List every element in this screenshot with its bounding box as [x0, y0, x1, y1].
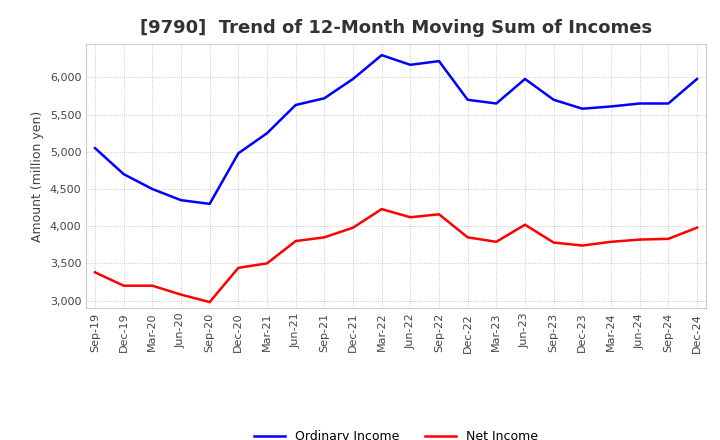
Net Income [406, 215, 415, 220]
Net Income [176, 292, 185, 297]
Net Income [205, 299, 214, 304]
Ordinary Income [578, 106, 587, 111]
Net Income [234, 265, 243, 271]
Net Income [91, 270, 99, 275]
Ordinary Income [320, 95, 328, 101]
Ordinary Income [377, 52, 386, 58]
Ordinary Income [549, 97, 558, 103]
Net Income [664, 236, 672, 242]
Ordinary Income [91, 146, 99, 151]
Net Income [377, 206, 386, 212]
Net Income [578, 243, 587, 248]
Line: Net Income: Net Income [95, 209, 697, 302]
Ordinary Income [205, 201, 214, 206]
Ordinary Income [234, 150, 243, 156]
Ordinary Income [148, 187, 157, 192]
Net Income [693, 225, 701, 230]
Net Income [320, 235, 328, 240]
Net Income [148, 283, 157, 288]
Ordinary Income [348, 76, 357, 81]
Ordinary Income [693, 76, 701, 81]
Title: [9790]  Trend of 12-Month Moving Sum of Incomes: [9790] Trend of 12-Month Moving Sum of I… [140, 19, 652, 37]
Ordinary Income [635, 101, 644, 106]
Ordinary Income [464, 97, 472, 103]
Ordinary Income [521, 76, 529, 81]
Ordinary Income [607, 104, 616, 109]
Ordinary Income [292, 103, 300, 108]
Net Income [348, 225, 357, 230]
Ordinary Income [664, 101, 672, 106]
Net Income [464, 235, 472, 240]
Ordinary Income [263, 131, 271, 136]
Net Income [549, 240, 558, 245]
Ordinary Income [176, 198, 185, 203]
Net Income [492, 239, 500, 245]
Ordinary Income [120, 172, 128, 177]
Net Income [263, 261, 271, 266]
Line: Ordinary Income: Ordinary Income [95, 55, 697, 204]
Net Income [635, 237, 644, 242]
Net Income [435, 212, 444, 217]
Ordinary Income [492, 101, 500, 106]
Ordinary Income [435, 59, 444, 64]
Net Income [292, 238, 300, 244]
Net Income [607, 239, 616, 245]
Ordinary Income [406, 62, 415, 67]
Net Income [521, 222, 529, 227]
Legend: Ordinary Income, Net Income: Ordinary Income, Net Income [249, 425, 543, 440]
Net Income [120, 283, 128, 288]
Y-axis label: Amount (million yen): Amount (million yen) [32, 110, 45, 242]
